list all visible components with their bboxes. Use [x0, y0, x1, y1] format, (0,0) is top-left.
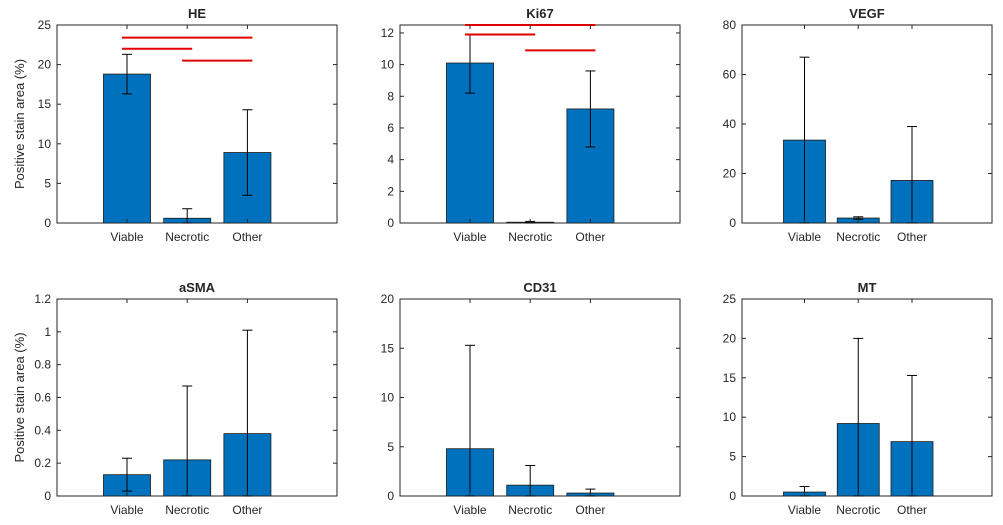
- y-tick-label: 4: [387, 153, 394, 167]
- x-tick-label: Other: [575, 503, 605, 517]
- y-tick-label: 6: [387, 121, 394, 135]
- x-tick-label: Necrotic: [836, 503, 880, 517]
- y-tick-label: 1: [44, 325, 51, 339]
- chart-title: aSMA: [179, 280, 216, 295]
- axes-box: [56, 24, 338, 224]
- y-tick-label: 0: [44, 216, 51, 230]
- y-axis-label: Positive stain area (%): [12, 332, 27, 462]
- x-tick-label: Viable: [110, 503, 143, 517]
- subplot-cd31: 0 5 10 15 20 Viable Necrotic Other CD31: [381, 280, 681, 517]
- subplot-ki67: 0 2 4 6 8 10 12 Viable Necrotic Other Ki67: [381, 6, 681, 244]
- x-tick-label: Other: [232, 230, 262, 244]
- y-tick-label: 10: [381, 391, 395, 405]
- y-tick-label: 0.6: [34, 391, 51, 405]
- x-tick-label: Necrotic: [165, 230, 209, 244]
- axes-box: [741, 24, 993, 224]
- y-tick-label: 10: [381, 58, 395, 72]
- y-tick-label: 0: [387, 489, 394, 503]
- bar: [103, 73, 151, 224]
- axes-box: [399, 24, 681, 224]
- y-tick-label: 20: [381, 292, 395, 306]
- x-tick-label: Necrotic: [508, 230, 552, 244]
- y-tick-label: 0: [729, 216, 736, 230]
- x-tick-label: Necrotic: [836, 230, 880, 244]
- chart-title: Ki67: [526, 6, 553, 21]
- y-tick-label: 20: [723, 331, 737, 345]
- axes-box: [399, 298, 681, 497]
- chart-title: MT: [858, 280, 877, 295]
- x-tick-label: Viable: [453, 230, 486, 244]
- y-tick-label: 80: [723, 18, 737, 32]
- x-tick-label: Other: [897, 503, 927, 517]
- x-tick-label: Viable: [453, 503, 486, 517]
- y-tick-label: 15: [381, 341, 395, 355]
- y-tick-label: 5: [387, 440, 394, 454]
- y-tick-label: 2: [387, 184, 394, 198]
- y-tick-label: 8: [387, 89, 394, 103]
- y-tick-label: 5: [44, 176, 51, 190]
- x-tick-label: Viable: [788, 230, 821, 244]
- x-tick-label: Other: [575, 230, 605, 244]
- y-tick-label: 0: [387, 216, 394, 230]
- y-tick-label: 0.4: [34, 423, 51, 437]
- x-tick-label: Necrotic: [165, 503, 209, 517]
- y-tick-label: 20: [723, 167, 737, 181]
- chart-title: VEGF: [849, 6, 884, 21]
- x-tick-label: Necrotic: [508, 503, 552, 517]
- y-tick-label: 0: [44, 489, 51, 503]
- y-tick-label: 10: [38, 137, 52, 151]
- subplot-asma: 0 0.2 0.4 0.6 0.8 1 1.2 Viable Necrotic Other aSMA…: [12, 280, 338, 517]
- subplot-mt: 0 5 10 15 20 25 Viable Necrotic Other MT: [723, 280, 993, 517]
- y-tick-label: 25: [38, 18, 52, 32]
- chart-title: HE: [188, 6, 206, 21]
- y-tick-label: 40: [723, 117, 737, 131]
- y-tick-label: 5: [729, 450, 736, 464]
- y-tick-label: 0.8: [34, 358, 51, 372]
- subplot-he: 0 5 10 15 20 25 Viable Necrotic Other HE Positive …: [12, 6, 338, 244]
- y-tick-label: 1.2: [34, 292, 51, 306]
- x-tick-label: Other: [232, 503, 262, 517]
- y-tick-label: 0.2: [34, 456, 51, 470]
- x-tick-label: Other: [897, 230, 927, 244]
- subplot-vegf: 0 20 40 60 80 Viable Necrotic Other VEGF: [723, 6, 993, 244]
- y-tick-label: 0: [729, 489, 736, 503]
- y-tick-label: 20: [38, 58, 52, 72]
- y-tick-label: 60: [723, 68, 737, 82]
- y-tick-label: 15: [38, 97, 52, 111]
- y-tick-label: 12: [381, 26, 395, 40]
- y-tick-label: 25: [723, 292, 737, 306]
- chart-title: CD31: [523, 280, 556, 295]
- y-tick-label: 15: [723, 371, 737, 385]
- x-tick-label: Viable: [110, 230, 143, 244]
- y-tick-label: 10: [723, 410, 737, 424]
- y-axis-label: Positive stain area (%): [12, 59, 27, 189]
- x-tick-label: Viable: [788, 503, 821, 517]
